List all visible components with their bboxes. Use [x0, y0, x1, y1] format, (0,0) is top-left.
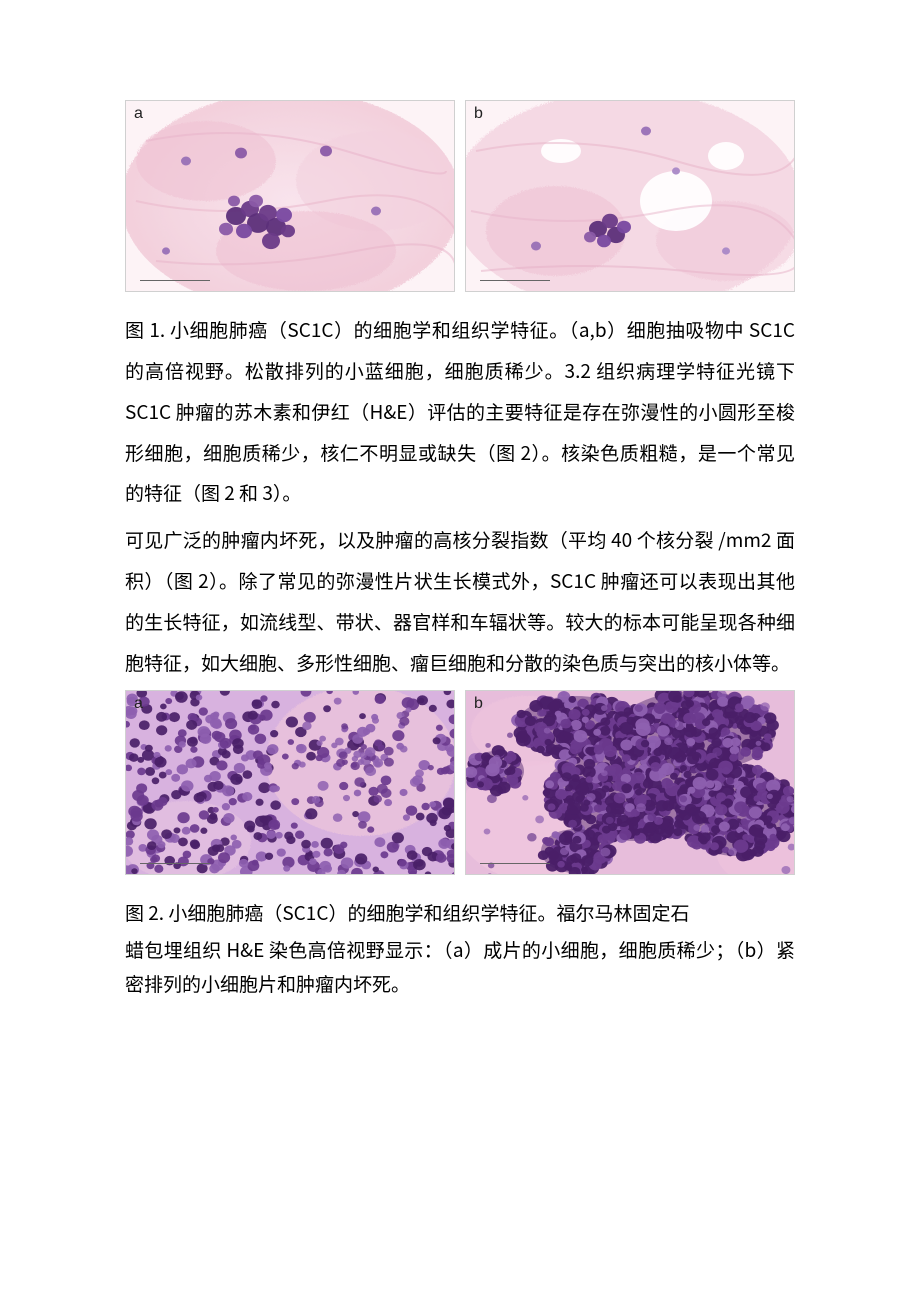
- histology-svg: [466, 101, 795, 292]
- figure-2-panel-a: a: [125, 690, 455, 875]
- figure-1: a b: [125, 100, 795, 292]
- panel-label: b: [474, 105, 483, 123]
- paragraph-2: 可见广泛的肿瘤内坏死，以及肿瘤的高核分裂指数（平均 40 个核分裂 /mm2 面…: [125, 520, 795, 683]
- scalebar: [140, 280, 210, 281]
- figure-2-panel-b: b: [465, 690, 795, 875]
- figure-1-caption: 图 1. 小细胞肺癌（SC1C）的细胞学和组织学特征。（a,b）细胞抽吸物中 S…: [125, 310, 795, 514]
- panel-label: a: [134, 105, 143, 123]
- histology-svg: [126, 101, 455, 292]
- panel-label: b: [474, 695, 483, 713]
- figure-2-caption-line1: 图 2. 小细胞肺癌（SC1C）的细胞学和组织学特征。福尔马林固定石: [125, 893, 795, 934]
- histology-svg: [126, 691, 455, 875]
- figure-2: a b: [125, 690, 795, 875]
- scalebar: [140, 863, 210, 864]
- scalebar: [480, 863, 550, 864]
- figure-2-caption-line2: 蜡包埋组织 H&E 染色高倍视野显示：（a）成片的小细胞，细胞质稀少；（b）紧密…: [125, 933, 795, 1000]
- figure-1-panel-b: b: [465, 100, 795, 292]
- histology-svg: [466, 691, 795, 875]
- panel-label: a: [134, 695, 143, 713]
- scalebar: [480, 280, 550, 281]
- figure-1-panel-a: a: [125, 100, 455, 292]
